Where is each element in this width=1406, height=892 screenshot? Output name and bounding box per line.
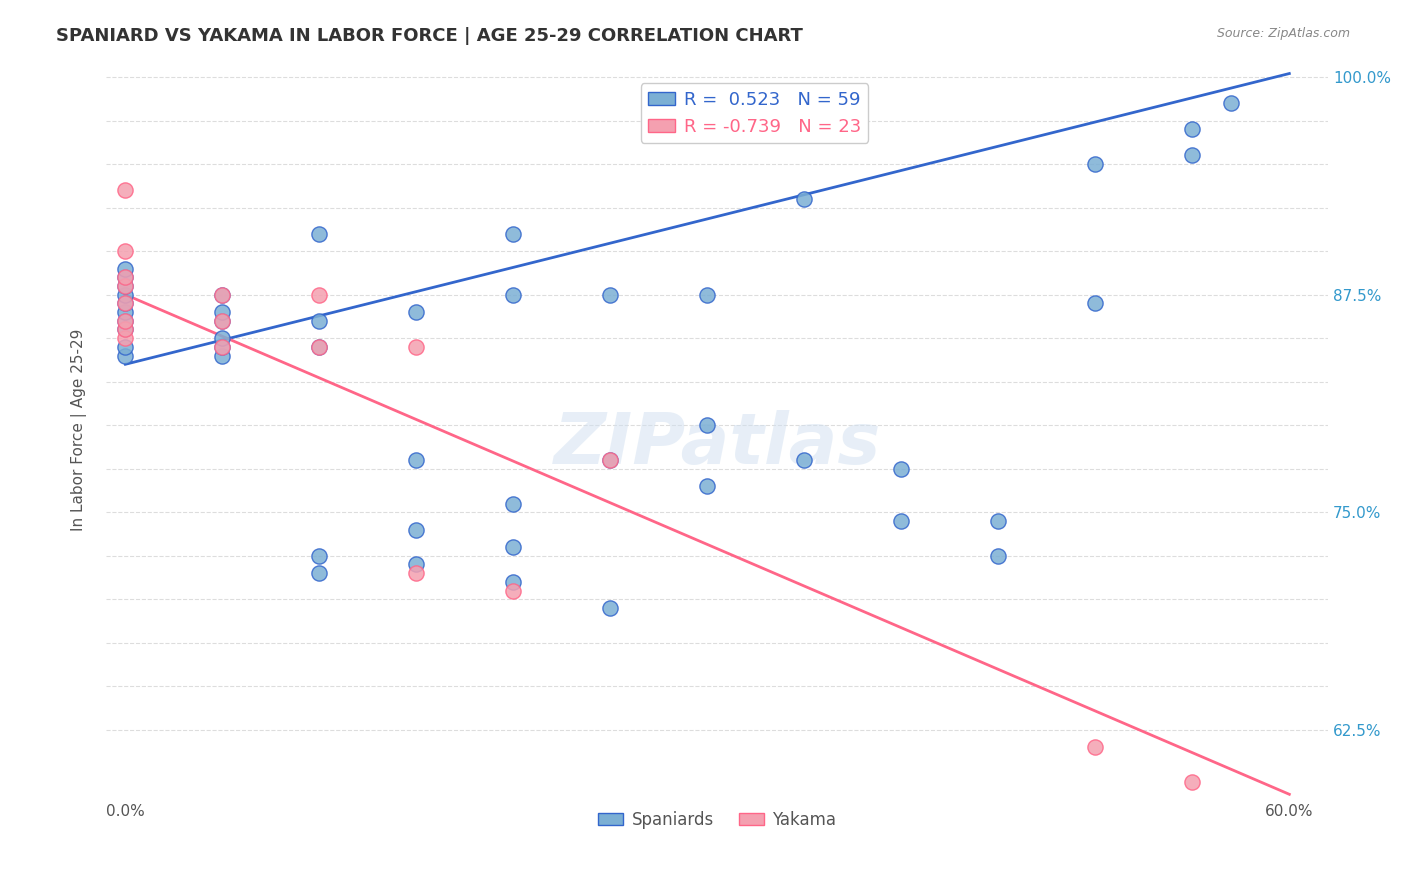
- Point: [405, 558, 427, 572]
- Point: [987, 549, 1010, 563]
- Y-axis label: In Labor Force | Age 25-29: In Labor Force | Age 25-29: [72, 328, 87, 531]
- Point: [308, 314, 330, 328]
- Point: [890, 461, 912, 475]
- Point: [114, 270, 136, 285]
- Point: [308, 549, 330, 563]
- Point: [987, 514, 1010, 528]
- Point: [114, 296, 136, 310]
- Point: [308, 340, 330, 354]
- Point: [211, 287, 233, 301]
- Point: [502, 227, 524, 241]
- Legend: Spaniards, Yakama: Spaniards, Yakama: [592, 805, 842, 836]
- Point: [696, 418, 718, 433]
- Point: [502, 583, 524, 598]
- Point: [405, 523, 427, 537]
- Point: [1220, 96, 1243, 111]
- Point: [502, 574, 524, 589]
- Point: [114, 322, 136, 336]
- Point: [1084, 157, 1107, 171]
- Point: [599, 601, 621, 615]
- Point: [114, 296, 136, 310]
- Point: [793, 453, 815, 467]
- Point: [211, 287, 233, 301]
- Text: SPANIARD VS YAKAMA IN LABOR FORCE | AGE 25-29 CORRELATION CHART: SPANIARD VS YAKAMA IN LABOR FORCE | AGE …: [56, 27, 803, 45]
- Point: [502, 287, 524, 301]
- Point: [114, 279, 136, 293]
- Point: [211, 314, 233, 328]
- Point: [1181, 148, 1204, 162]
- Point: [308, 227, 330, 241]
- Point: [405, 566, 427, 581]
- Point: [1181, 775, 1204, 789]
- Point: [696, 479, 718, 493]
- Point: [599, 453, 621, 467]
- Text: Source: ZipAtlas.com: Source: ZipAtlas.com: [1216, 27, 1350, 40]
- Point: [502, 540, 524, 554]
- Point: [211, 314, 233, 328]
- Point: [114, 279, 136, 293]
- Point: [599, 287, 621, 301]
- Point: [114, 244, 136, 259]
- Point: [405, 305, 427, 319]
- Point: [114, 261, 136, 276]
- Point: [502, 497, 524, 511]
- Point: [114, 270, 136, 285]
- Point: [211, 340, 233, 354]
- Point: [405, 340, 427, 354]
- Point: [114, 314, 136, 328]
- Point: [114, 183, 136, 197]
- Point: [114, 314, 136, 328]
- Point: [405, 453, 427, 467]
- Point: [1181, 122, 1204, 136]
- Point: [114, 349, 136, 363]
- Point: [308, 566, 330, 581]
- Point: [211, 349, 233, 363]
- Point: [114, 322, 136, 336]
- Point: [308, 287, 330, 301]
- Point: [114, 287, 136, 301]
- Point: [211, 331, 233, 345]
- Point: [308, 340, 330, 354]
- Point: [114, 305, 136, 319]
- Point: [1084, 296, 1107, 310]
- Point: [599, 453, 621, 467]
- Point: [114, 340, 136, 354]
- Point: [793, 192, 815, 206]
- Point: [114, 331, 136, 345]
- Point: [211, 305, 233, 319]
- Text: ZIPatlas: ZIPatlas: [554, 409, 880, 479]
- Point: [890, 514, 912, 528]
- Point: [211, 340, 233, 354]
- Point: [696, 287, 718, 301]
- Point: [1084, 740, 1107, 755]
